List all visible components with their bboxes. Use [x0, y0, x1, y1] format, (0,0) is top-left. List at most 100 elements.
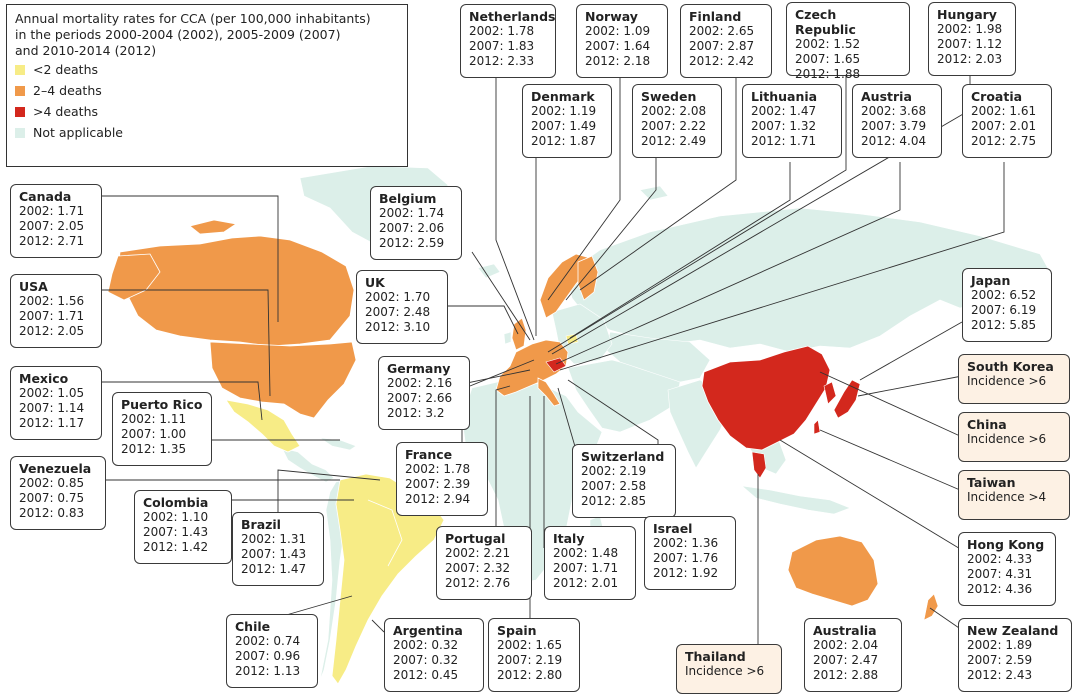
rate-value: 2012: 1.13: [235, 664, 301, 678]
rate-value: 2007: 0.75: [19, 491, 85, 505]
eastern-europe: [551, 303, 613, 365]
legend-item: <2 deaths: [15, 59, 399, 80]
legend-item: >4 deaths: [15, 101, 399, 122]
rate-value: 2012: 1.42: [143, 540, 209, 554]
rate-value: 2012: 0.83: [19, 506, 85, 520]
rate-value: 2002: 1.09: [585, 24, 651, 38]
legend-swatch: [15, 106, 25, 117]
country-callout-new-zealand: New Zealand 2002: 1.89 2007: 2.59 2012: 2.4…: [958, 618, 1072, 692]
thailand-shape: [751, 451, 767, 479]
country-callout-mexico: Mexico 2002: 1.05 2007: 1.14 2012: 1.17: [10, 366, 102, 440]
rate-value: 2012: 2.76: [445, 576, 511, 590]
rate-value: 2012: 2.49: [641, 134, 707, 148]
country-name: Chile: [235, 619, 271, 634]
country-name: France: [405, 447, 453, 462]
rate-value: 2002: 1.31: [241, 532, 307, 546]
country-name: Spain: [497, 623, 537, 638]
country-callout-italy: Italy 2002: 1.48 2007: 1.71 2012: 2.01: [544, 526, 636, 600]
country-name: Denmark: [531, 89, 595, 104]
country-callout-thailand: Thailand Incidence >6: [676, 644, 782, 694]
iceland-shape: [477, 263, 501, 279]
rate-value: 2007: 2.58: [581, 479, 647, 493]
legend-swatch: [15, 64, 25, 75]
rate-value: 2012: 2.01: [553, 576, 619, 590]
legend-item: 2–4 deaths: [15, 80, 399, 101]
country-callout-sweden: Sweden 2002: 2.08 2007: 2.22 2012: 2.49: [632, 84, 722, 158]
rate-value: 2007: 2.47: [813, 653, 879, 667]
rate-value: 2007: 1.71: [19, 309, 85, 323]
country-callout-croatia: Croatia 2002: 1.61 2007: 2.01 2012: 2.75: [962, 84, 1052, 158]
rate-value: 2002: 4.33: [967, 552, 1033, 566]
country-name: Argentina: [393, 623, 463, 638]
western-europe-shape: [495, 339, 569, 397]
rate-value: 2007: 2.66: [387, 391, 453, 405]
usa-shape: [209, 341, 357, 419]
rate-value: Incidence >6: [685, 664, 765, 678]
rate-value: 2002: 0.74: [235, 634, 301, 648]
rate-value: Incidence >4: [967, 490, 1047, 504]
rate-value: 2002: 1.98: [937, 22, 1003, 36]
rate-value: Incidence >6: [967, 432, 1047, 446]
rate-value: 2007: 6.19: [971, 303, 1037, 317]
rate-value: 2012: 1.47: [241, 562, 307, 576]
country-callout-chile: Chile 2002: 0.74 2007: 0.96 2012: 1.13: [226, 614, 318, 688]
rate-value: 2012: 2.75: [971, 134, 1037, 148]
country-name: Norway: [585, 9, 638, 24]
country-name: Taiwan: [967, 475, 1016, 490]
rate-value: 2007: 1.49: [531, 119, 597, 133]
central-asia: [605, 331, 711, 383]
rate-value: 2012: 2.42: [689, 54, 755, 68]
rate-value: 2002: 1.48: [553, 546, 619, 560]
uk-shape: [511, 317, 527, 351]
rate-value: 2007: 1.00: [121, 427, 187, 441]
rate-value: 2002: 2.08: [641, 104, 707, 118]
other-land: [281, 165, 1051, 681]
legend-items: <2 deaths 2–4 deaths >4 deaths Not applicab…: [15, 59, 399, 143]
alaska-shape: [107, 253, 161, 301]
central-america: [281, 447, 335, 483]
country-name: USA: [19, 279, 48, 294]
rate-value: 2007: 1.65: [795, 52, 861, 66]
country-name: Israel: [653, 521, 693, 536]
country-callout-spain: Spain 2002: 1.65 2007: 2.19 2012: 2.80: [488, 618, 580, 692]
country-callout-belgium: Belgium 2002: 1.74 2007: 2.06 2012: 2.59: [370, 186, 462, 260]
country-callout-china: China Incidence >6: [958, 412, 1070, 462]
country-name: Portugal: [445, 531, 506, 546]
rate-value: 2012: 1.87: [531, 134, 597, 148]
country-callout-portugal: Portugal 2002: 2.21 2007: 2.32 2012: 2.76: [436, 526, 532, 600]
rate-value: 2002: 1.61: [971, 104, 1037, 118]
country-callout-hungary: Hungary 2002: 1.98 2007: 1.12 2012: 2.03: [928, 2, 1016, 76]
korea-shape: [823, 381, 837, 405]
country-callout-puerto-rico: Puerto Rico 2002: 1.11 2007: 1.00 2012: 1.3…: [112, 392, 212, 466]
new-zealand-shape: [923, 593, 939, 621]
rate-value: 2002: 1.71: [19, 204, 85, 218]
legend-label: Not applicable: [33, 124, 123, 140]
rate-value: 2007: 2.87: [689, 39, 755, 53]
rate-value: 2012: 1.17: [19, 416, 85, 430]
legend-item: Not applicable: [15, 122, 399, 143]
country-name: Colombia: [143, 495, 209, 510]
indonesia: [741, 485, 851, 515]
rate-value: 2002: 1.11: [121, 412, 187, 426]
rate-value: 2002: 2.16: [387, 376, 453, 390]
taiwan-shape: [813, 419, 821, 435]
rate-value: 2002: 1.36: [653, 536, 719, 550]
legend-label: <2 deaths: [33, 61, 99, 77]
rate-value: 2012: 5.85: [971, 318, 1037, 332]
country-name: Canada: [19, 189, 72, 204]
country-name: Hong Kong: [967, 537, 1045, 552]
country-callout-czech-republic: Czech Republic 2002: 1.52 2007: 1.65 2012: …: [786, 2, 910, 81]
country-name: Venezuela: [19, 461, 92, 476]
country-name: Sweden: [641, 89, 697, 104]
country-name: Croatia: [971, 89, 1023, 104]
country-name: South Korea: [967, 359, 1054, 374]
rate-value: 2007: 1.12: [937, 37, 1003, 51]
rate-value: 2012: 2.03: [937, 52, 1003, 66]
country-callout-argentina: Argentina 2002: 0.32 2007: 0.32 2012: 0.45: [384, 618, 484, 692]
rate-value: 2002: 1.05: [19, 386, 85, 400]
rate-value: 2012: 2.88: [813, 668, 879, 682]
rate-value: 2007: 1.43: [143, 525, 209, 539]
country-callout-lithuania: Lithuania 2002: 1.47 2007: 1.32 2012: 1.71: [742, 84, 842, 158]
rate-value: 2002: 0.32: [393, 638, 459, 652]
rate-value: 2012: 2.59: [379, 236, 445, 250]
